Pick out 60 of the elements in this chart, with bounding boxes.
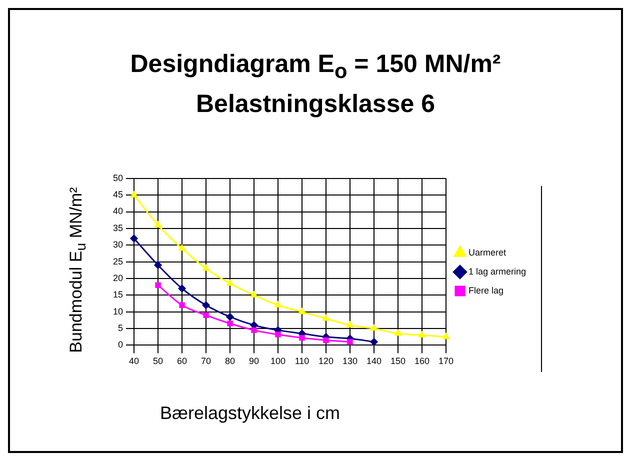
point bbox=[226, 280, 234, 286]
point bbox=[275, 332, 281, 338]
point bbox=[370, 324, 378, 331]
text: Designdiagram E$_{o}$ = 150 MN/m² bbox=[130, 50, 501, 83]
point bbox=[347, 338, 353, 345]
y-tick-label: 30 bbox=[112, 240, 124, 250]
x-tick-label: 110 bbox=[294, 356, 310, 366]
x-tick-label: 50 bbox=[153, 356, 164, 366]
y-tick-label: 0 bbox=[118, 340, 124, 350]
y-tick-label: 20 bbox=[112, 272, 124, 283]
x-tick-label: 60 bbox=[176, 356, 188, 366]
y-tick-label: 45 bbox=[112, 190, 124, 200]
y-tick-label: 5 bbox=[118, 323, 124, 334]
point bbox=[346, 321, 354, 328]
x-tick-label: 130 bbox=[342, 356, 358, 366]
point bbox=[154, 261, 162, 269]
y-tick-label: 15 bbox=[112, 290, 124, 300]
point bbox=[226, 313, 234, 321]
point bbox=[227, 320, 233, 326]
point bbox=[178, 244, 186, 251]
x-tick-label: 170 bbox=[438, 356, 454, 366]
legend-label: 1 lag armering bbox=[468, 266, 526, 276]
y-tick-label: 35 bbox=[112, 222, 124, 233]
y-tick-label: 10 bbox=[112, 306, 124, 316]
point bbox=[322, 314, 330, 321]
point bbox=[202, 264, 210, 271]
point bbox=[155, 282, 161, 288]
point bbox=[251, 327, 257, 334]
x-tick-label: 140 bbox=[366, 356, 382, 366]
point bbox=[370, 338, 378, 346]
point bbox=[274, 301, 282, 308]
legend-label: Uarmeret bbox=[468, 247, 506, 258]
point bbox=[130, 234, 138, 242]
x-tick-label: 160 bbox=[414, 356, 430, 366]
x-axis-title: Bærelagstykkelse i cm bbox=[160, 403, 340, 424]
point bbox=[418, 331, 426, 338]
y-tick-label: 25 bbox=[112, 256, 124, 266]
y-tick-label: 50 bbox=[112, 172, 124, 183]
point bbox=[203, 312, 209, 318]
point bbox=[179, 302, 185, 308]
point bbox=[299, 334, 305, 341]
point bbox=[178, 284, 186, 292]
text: Belastningsklasse 6 bbox=[196, 90, 435, 118]
y-tick-label: 40 bbox=[112, 206, 124, 216]
x-tick-label: 100 bbox=[270, 356, 286, 366]
point bbox=[323, 337, 329, 344]
x-tick-label: 40 bbox=[129, 356, 140, 366]
point bbox=[130, 191, 138, 198]
point bbox=[298, 308, 306, 314]
x-tick-label: 80 bbox=[224, 356, 236, 366]
point bbox=[202, 301, 210, 309]
x-tick-label: 70 bbox=[200, 356, 212, 366]
legend-label: Flere lag bbox=[468, 285, 504, 296]
point bbox=[250, 291, 258, 298]
point bbox=[394, 330, 402, 336]
x-tick-label: 90 bbox=[248, 356, 260, 366]
point bbox=[442, 333, 450, 340]
x-tick-label: 150 bbox=[390, 356, 406, 366]
x-tick-label: 120 bbox=[318, 356, 334, 366]
point bbox=[154, 221, 162, 228]
